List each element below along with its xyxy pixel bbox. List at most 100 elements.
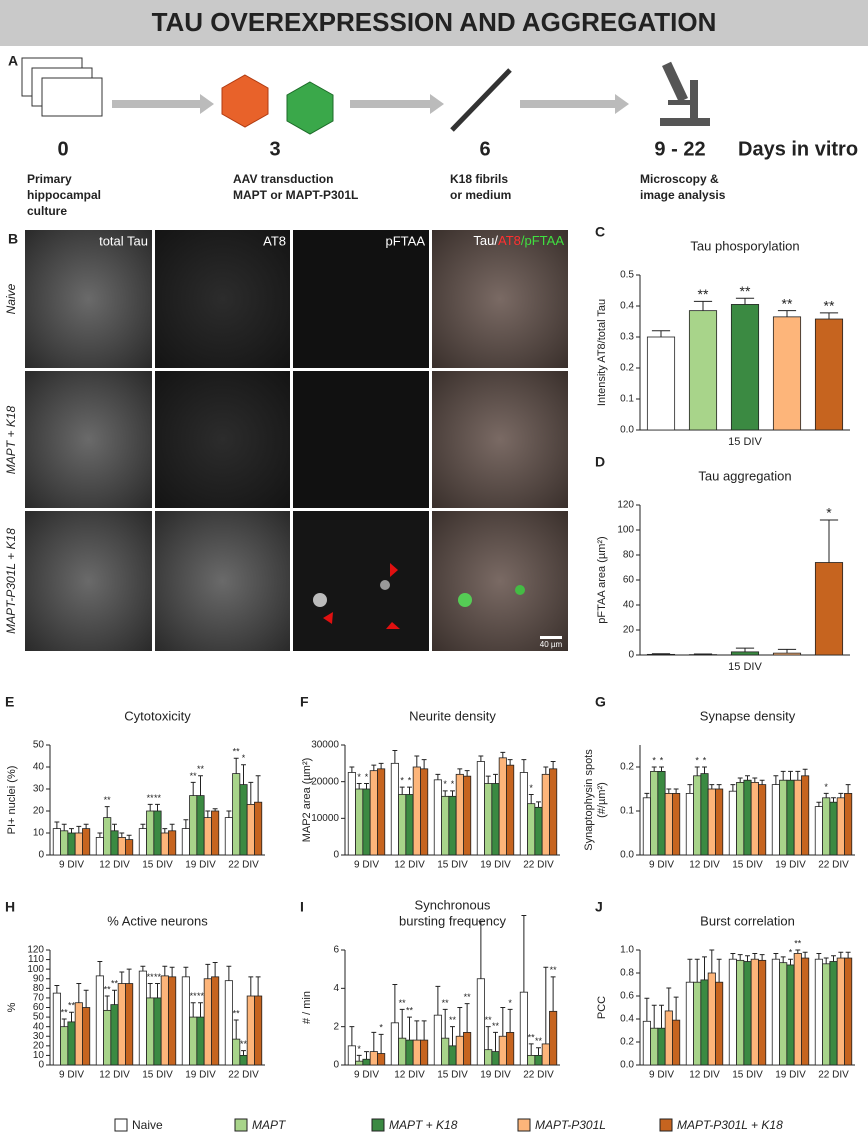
error-bar <box>162 965 168 976</box>
legend-swatch <box>659 1118 673 1132</box>
bar <box>355 1060 364 1066</box>
significance: ** <box>442 998 450 1008</box>
step-description: or medium <box>450 188 511 202</box>
y-tick-label: 0.8 <box>620 968 634 979</box>
significance: ** <box>147 793 155 803</box>
y-axis-label: PI+ nuclei (%) <box>6 766 18 835</box>
error-bar <box>673 788 679 794</box>
error-bar <box>97 961 103 976</box>
bar <box>52 992 61 1066</box>
y-tick-label: 120 <box>617 500 634 511</box>
error-bar <box>205 963 211 979</box>
y-tick-label: 10 <box>33 828 45 839</box>
chart-title: Synchronous <box>415 897 491 912</box>
error-bar <box>349 1026 355 1046</box>
error-bar <box>795 949 801 954</box>
y-tick-label: 30 <box>33 784 45 795</box>
micrographs <box>25 230 568 651</box>
row-label: MAPT-P301L + K18 <box>4 528 18 634</box>
bar <box>189 1016 198 1066</box>
bar <box>829 961 838 1066</box>
error-bar <box>823 957 829 964</box>
y-tick-label: 10 <box>33 1050 45 1061</box>
legend-swatch <box>371 1118 385 1132</box>
significance: * <box>660 755 664 765</box>
bar <box>390 1022 399 1066</box>
bar <box>441 795 450 856</box>
error-bar <box>371 1031 377 1052</box>
x-tick-label: 22 DIV <box>818 1070 849 1081</box>
significance: ** <box>535 1036 543 1046</box>
y-tick-label: 0.0 <box>620 425 634 436</box>
error-bar <box>802 951 808 959</box>
error-bar <box>356 1054 362 1062</box>
x-tick-label: 12 DIV <box>394 1070 425 1081</box>
bar <box>160 975 169 1066</box>
error-bar <box>183 819 189 829</box>
panel-label: F <box>300 694 309 710</box>
bar <box>203 978 212 1066</box>
significance: ** <box>233 1008 241 1018</box>
error-bar <box>414 1020 420 1041</box>
error-bar <box>226 965 232 981</box>
bar <box>498 757 507 856</box>
x-tick-label: 15 DIV <box>437 860 468 871</box>
x-tick-label: 9 DIV <box>59 860 84 871</box>
bar <box>448 1045 457 1066</box>
error-bar <box>543 966 549 1044</box>
error-bar <box>788 770 793 781</box>
y-tick-label: 0.5 <box>620 270 634 281</box>
bar <box>117 983 126 1066</box>
bar <box>67 1021 76 1066</box>
y-tick-label: 50 <box>33 1012 45 1023</box>
error-bar <box>702 956 707 980</box>
y-tick-label: 0.4 <box>620 1014 634 1025</box>
panel-label: B <box>8 231 18 247</box>
y-tick-label: 50 <box>33 740 45 751</box>
bar <box>491 783 500 856</box>
error-bar <box>169 966 175 977</box>
error-bar <box>666 987 672 1011</box>
error-bar <box>198 1002 203 1018</box>
bar <box>146 810 155 856</box>
day-number: 0 <box>57 138 68 160</box>
bar <box>715 981 724 1066</box>
bar <box>646 336 676 431</box>
error-bar <box>543 766 549 775</box>
bar <box>433 1014 442 1066</box>
error-bar <box>831 955 836 962</box>
significance: ** <box>550 965 558 975</box>
x-tick-label: 19 DIV <box>185 860 216 871</box>
bar <box>730 304 760 431</box>
error-bar <box>450 1026 455 1046</box>
error-bar <box>140 823 146 829</box>
bar <box>836 797 845 856</box>
error-bar <box>687 784 693 794</box>
x-tick-label: 22 DIV <box>523 860 554 871</box>
significance: ** <box>449 1015 457 1025</box>
y-tick-label: 0 <box>333 1060 339 1071</box>
error-bar <box>528 794 534 804</box>
y-tick-label: 60 <box>33 1002 45 1013</box>
fibril-icon <box>450 68 512 132</box>
legend-swatch <box>234 1118 248 1132</box>
error-bar <box>485 1026 491 1050</box>
bar <box>534 1055 543 1066</box>
bar <box>138 970 147 1066</box>
x-tick-label: 22 DIV <box>523 1070 554 1081</box>
error-bar <box>693 300 713 311</box>
step-description: hippocampal <box>27 188 101 202</box>
significance: ** <box>794 938 802 948</box>
bar <box>541 1043 550 1066</box>
bar <box>463 1032 472 1066</box>
significance: * <box>408 776 412 786</box>
bar <box>254 801 263 856</box>
bar <box>362 1058 371 1066</box>
bar <box>693 775 702 856</box>
error-bar <box>83 823 89 829</box>
bar <box>239 1055 248 1066</box>
bar <box>433 779 442 856</box>
bar <box>189 795 198 856</box>
error-bar <box>241 764 246 785</box>
bar <box>246 804 255 856</box>
